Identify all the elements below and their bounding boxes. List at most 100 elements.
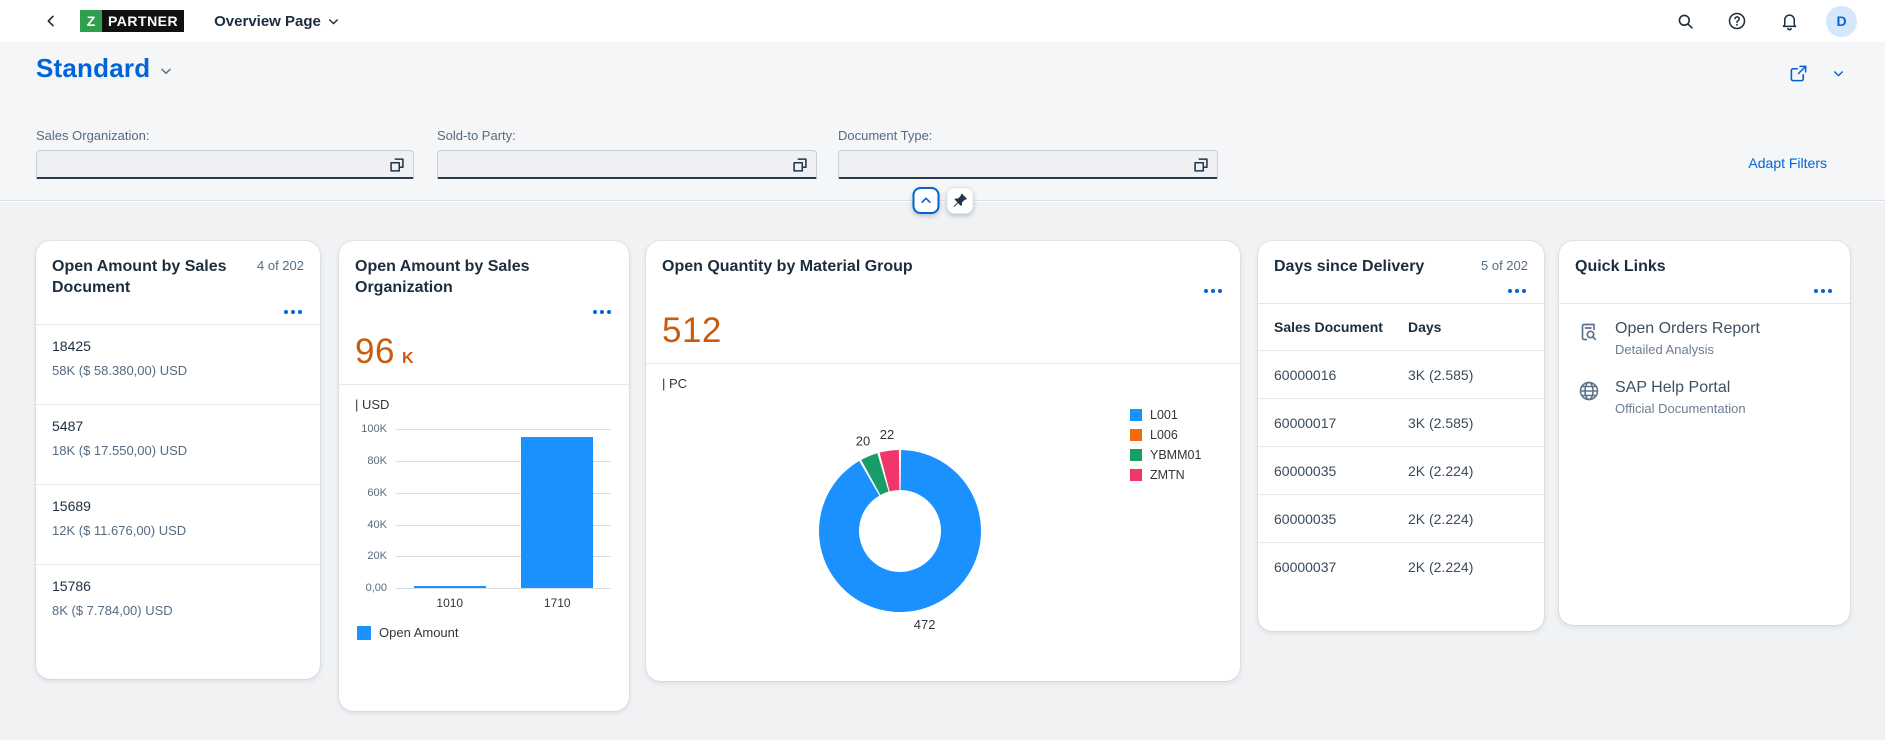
card-title: Open Amount by Sales Document bbox=[52, 258, 227, 297]
filter-value-input[interactable] bbox=[847, 151, 1187, 177]
legend-label: L006 bbox=[1150, 428, 1178, 443]
donut-slice-ZMTN[interactable] bbox=[879, 450, 900, 492]
sales-document-list: 18425 58K ($ 58.380,00) USD 5487 18K ($ 17.… bbox=[36, 325, 320, 645]
globe-icon bbox=[1577, 379, 1601, 403]
legend-item-YBMM01[interactable]: YBMM01 bbox=[1130, 445, 1201, 465]
list-item[interactable]: 5487 18K ($ 17.550,00) USD bbox=[36, 405, 320, 486]
filter-input-3[interactable] bbox=[838, 150, 1218, 179]
legend-item-L001[interactable]: L001 bbox=[1130, 405, 1201, 425]
overflow-menu-icon[interactable] bbox=[1274, 277, 1528, 303]
share-button[interactable] bbox=[1783, 58, 1813, 88]
quick-link-item[interactable]: Open Orders Report Detailed Analysis bbox=[1559, 304, 1850, 363]
bar-chart-legend: Open Amount bbox=[357, 625, 459, 640]
card-title: Quick Links bbox=[1575, 258, 1666, 275]
days-cell: 3K (2.585) bbox=[1408, 366, 1474, 383]
card-open-amount-by-sales-organization[interactable]: Open Amount by Sales Organization 96 K |… bbox=[339, 241, 629, 711]
card-title: Open Amount by Sales Organization bbox=[355, 258, 530, 297]
y-axis-tick-label: 40K bbox=[367, 518, 387, 531]
variant-selector[interactable]: Standard bbox=[36, 53, 173, 84]
donut-slice-L001[interactable] bbox=[819, 450, 982, 613]
shell-bar: Z PARTNER Overview Page bbox=[0, 0, 1885, 42]
column-header: Days bbox=[1408, 319, 1442, 336]
legend-item-L006[interactable]: L006 bbox=[1130, 425, 1201, 445]
sales-document-cell: 60000016 bbox=[1274, 366, 1337, 383]
filter-value-input[interactable] bbox=[45, 151, 383, 177]
filter-value-input[interactable] bbox=[446, 151, 786, 177]
donut-slice-YBMM01[interactable] bbox=[861, 453, 889, 496]
overflow-menu-icon[interactable] bbox=[662, 277, 1224, 303]
value-help-icon[interactable] bbox=[790, 155, 810, 175]
table-row[interactable]: 60000035 2K (2.224) bbox=[1258, 495, 1544, 544]
value-help-icon[interactable] bbox=[1191, 155, 1211, 175]
card-open-amount-by-sales-document[interactable]: Open Amount by Sales Document 4 of 202 1… bbox=[36, 241, 320, 679]
card-days-since-delivery[interactable]: Days since Delivery 5 of 202 Sales Docum… bbox=[1258, 241, 1544, 631]
quick-link-title: SAP Help Portal bbox=[1615, 379, 1731, 397]
collapse-filter-bar-button[interactable] bbox=[912, 187, 939, 214]
donut-legend: L001 L006 YBMM01 ZMTN bbox=[1130, 405, 1201, 485]
open-amount-value: 8K ($ 7.784,00) USD bbox=[52, 603, 173, 619]
legend-color-swatch bbox=[1130, 429, 1142, 442]
filter-label: Document Type: bbox=[838, 128, 933, 143]
search-button[interactable] bbox=[1670, 6, 1700, 36]
quick-link-title: Open Orders Report bbox=[1615, 320, 1760, 338]
sales-document-id: 15689 bbox=[52, 498, 91, 515]
help-button[interactable] bbox=[1722, 6, 1752, 36]
bar-1010[interactable] bbox=[413, 585, 486, 589]
company-logo: Z PARTNER bbox=[80, 10, 185, 32]
adapt-filters-link[interactable]: Adapt Filters bbox=[1748, 155, 1827, 171]
value-help-icon[interactable] bbox=[387, 155, 407, 175]
filter-input-1[interactable] bbox=[36, 150, 414, 179]
quick-link-item[interactable]: SAP Help Portal Official Documentation bbox=[1559, 363, 1850, 422]
overflow-menu-icon[interactable] bbox=[52, 298, 304, 324]
card-quick-links[interactable]: Quick Links Open Orders Report Detailed A… bbox=[1559, 241, 1850, 625]
list-item[interactable]: 15786 8K ($ 7.784,00) USD bbox=[36, 565, 320, 645]
card-open-quantity-by-material-group[interactable]: Open Quantity by Material Group 512 | PC… bbox=[646, 241, 1240, 681]
user-avatar[interactable]: D bbox=[1826, 5, 1857, 37]
filter-label: Sales Organization: bbox=[36, 128, 150, 143]
kpi-value: 512 bbox=[662, 311, 722, 351]
overflow-menu-icon[interactable] bbox=[355, 298, 613, 324]
search-icon bbox=[1676, 12, 1695, 31]
sales-document-cell: 60000035 bbox=[1274, 462, 1337, 479]
app-title-menu[interactable]: Overview Page bbox=[214, 13, 340, 30]
y-axis-tick-label: 60K bbox=[367, 486, 387, 499]
days-since-delivery-table: Sales Document Days 60000016 3K (2.585) 60… bbox=[1258, 304, 1544, 591]
list-item[interactable]: 15689 12K ($ 11.676,00) USD bbox=[36, 485, 320, 566]
card-title: Open Quantity by Material Group bbox=[662, 258, 913, 275]
gridline bbox=[396, 492, 611, 494]
table-row[interactable]: 60000035 2K (2.224) bbox=[1258, 447, 1544, 496]
days-cell: 3K (2.585) bbox=[1408, 414, 1474, 431]
legend-color-swatch bbox=[1130, 449, 1142, 462]
chevron-up-icon bbox=[919, 194, 932, 207]
notifications-button[interactable] bbox=[1774, 6, 1804, 36]
gridline bbox=[396, 588, 611, 590]
legend-label: L001 bbox=[1150, 408, 1178, 423]
filter-input-2[interactable] bbox=[437, 150, 817, 179]
bar-1710[interactable] bbox=[521, 437, 594, 589]
back-button[interactable] bbox=[36, 6, 66, 36]
logo-wordmark: PARTNER bbox=[102, 10, 185, 32]
app-title: Overview Page bbox=[214, 12, 321, 30]
gridline bbox=[396, 461, 611, 463]
table-row[interactable]: 60000016 3K (2.585) bbox=[1258, 351, 1544, 400]
y-axis-tick-label: 80K bbox=[367, 455, 387, 468]
overflow-menu-icon[interactable] bbox=[1575, 277, 1834, 303]
legend-color-swatch bbox=[1130, 469, 1142, 482]
legend-item-ZMTN[interactable]: ZMTN bbox=[1130, 465, 1201, 485]
y-axis-tick-label: 0,00 bbox=[365, 582, 387, 595]
quick-link-subtitle: Official Documentation bbox=[1615, 401, 1746, 417]
table-row[interactable]: 60000017 3K (2.585) bbox=[1258, 399, 1544, 448]
days-cell: 2K (2.224) bbox=[1408, 510, 1474, 527]
legend-color-swatch bbox=[1130, 409, 1142, 422]
filter-header-area: Standard Sales Organization: Sold-to Part… bbox=[0, 42, 1885, 201]
legend-label: ZMTN bbox=[1150, 468, 1185, 483]
chevron-down-icon bbox=[327, 15, 340, 28]
table-row[interactable]: 60000037 2K (2.224) bbox=[1258, 543, 1544, 591]
legend-color-swatch bbox=[357, 625, 371, 640]
pin-filter-bar-button[interactable] bbox=[946, 187, 973, 214]
filter-group-2: Sold-to Party: bbox=[437, 128, 817, 179]
share-icon bbox=[1789, 64, 1808, 83]
list-item[interactable]: 18425 58K ($ 58.380,00) USD bbox=[36, 325, 320, 406]
variant-actions-button[interactable] bbox=[1823, 58, 1853, 88]
donut-slice-value-label: 472 bbox=[914, 617, 936, 632]
